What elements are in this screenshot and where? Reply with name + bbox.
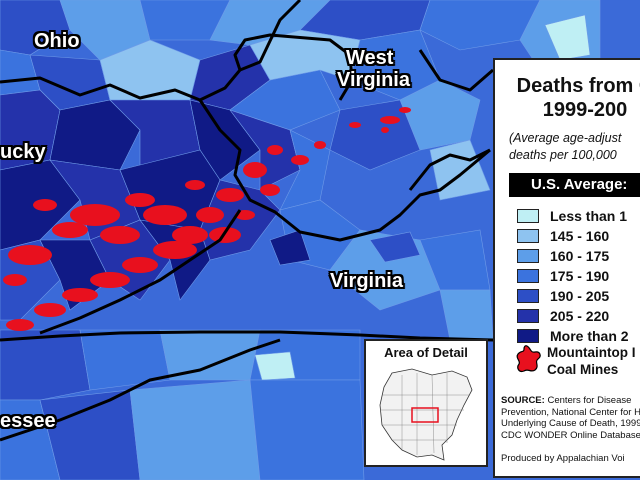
mine-legend-label: Mountaintop I Coal Mines bbox=[547, 344, 635, 378]
legend-label: Less than 1 bbox=[550, 208, 628, 224]
source-line1: Centers for Disease bbox=[544, 395, 632, 406]
state-label-west-virginia-line2: Virginia bbox=[337, 69, 410, 91]
legend-label: 145 - 160 bbox=[550, 228, 610, 244]
state-label-virginia: Virginia bbox=[330, 270, 403, 292]
mine-legend-line2: Coal Mines bbox=[547, 362, 619, 377]
legend-swatch bbox=[517, 289, 539, 303]
legend-swatch bbox=[517, 329, 539, 343]
legend-swatch bbox=[517, 249, 539, 263]
legend-label: 175 - 190 bbox=[550, 268, 610, 284]
legend-swatch bbox=[517, 269, 539, 283]
legend-label: More than 2 bbox=[550, 328, 629, 344]
state-label-kentucky: ucky bbox=[0, 141, 46, 163]
source-citation: SOURCE: Centers for Disease Prevention, … bbox=[501, 395, 640, 441]
mine-legend-item: Mountaintop I Coal Mines bbox=[513, 342, 640, 382]
produced-by: Produced by Appalachian Voi bbox=[501, 453, 625, 464]
state-label-tennessee: essee bbox=[0, 410, 56, 432]
us-east-inset-map bbox=[379, 368, 473, 461]
source-line3: Underlying Cause of Death, 1999 bbox=[501, 418, 640, 429]
mountaintop-mines bbox=[3, 107, 411, 331]
source-line2: Prevention, National Center for H bbox=[501, 406, 640, 418]
us-average-label: U.S. Average: bbox=[509, 173, 640, 197]
source-label: SOURCE: bbox=[501, 395, 545, 406]
red-splotch-icon bbox=[516, 345, 541, 373]
state-borders bbox=[0, 0, 494, 442]
legend-swatch bbox=[517, 309, 539, 323]
legend-label: 160 - 175 bbox=[550, 248, 610, 264]
legend-swatch bbox=[517, 229, 539, 243]
state-label-west-virginia-line1: West bbox=[346, 47, 394, 69]
area-of-detail-inset: Area of Detail bbox=[364, 339, 488, 467]
state-label-ohio: Ohio bbox=[34, 30, 80, 52]
legend-label: 205 - 220 bbox=[550, 308, 610, 324]
legend-title-line1: Deaths from C bbox=[516, 75, 640, 97]
legend-subtitle-line2: deaths per 100,000 bbox=[509, 148, 617, 162]
county-patches bbox=[0, 0, 601, 480]
source-line4: CDC WONDER Online Database bbox=[501, 429, 640, 441]
inset-title: Area of Detail bbox=[384, 345, 468, 360]
legend-title: Deaths from C 1999-200 bbox=[505, 74, 640, 122]
legend-swatch bbox=[517, 209, 539, 223]
mine-legend-line1: Mountaintop I bbox=[547, 345, 636, 360]
legend-panel: Deaths from C 1999-200 (Average age-adju… bbox=[493, 58, 640, 478]
legend-subtitle: (Average age-adjust deaths per 100,000 bbox=[509, 130, 640, 164]
legend-label: 190 - 205 bbox=[550, 288, 610, 304]
legend-title-line2: 1999-200 bbox=[542, 99, 628, 121]
legend-subtitle-line1: (Average age-adjust bbox=[509, 131, 622, 145]
